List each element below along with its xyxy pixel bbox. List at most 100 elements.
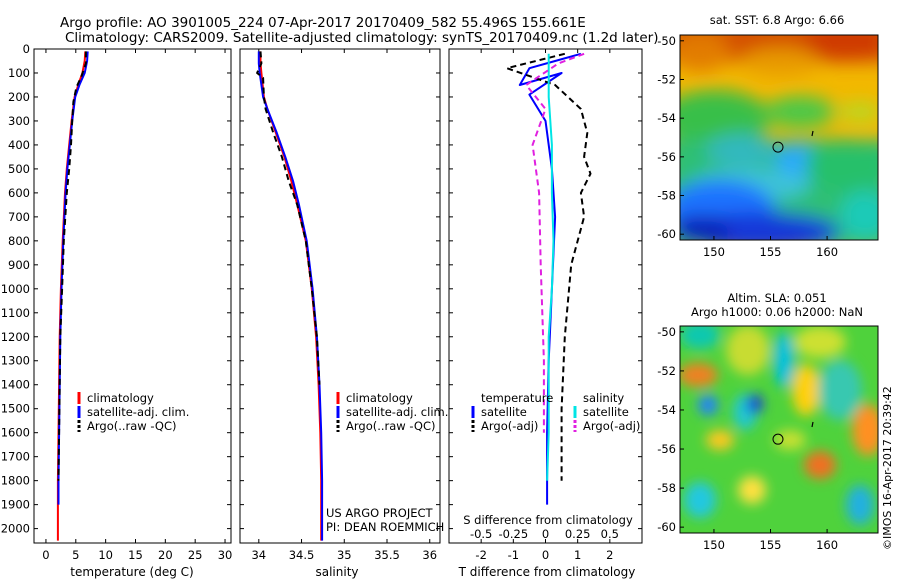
depth-tick-label: 500 (8, 162, 30, 176)
depth-tick-label: 1800 (1, 474, 30, 488)
depth-axis: 0 100 200 300 400 500 600 700 800 900 1000 1100 1200… (1, 42, 231, 536)
difference-xlabel: T difference from climatology (458, 565, 636, 579)
legend-label-argo: Argo(..raw -QC) (346, 419, 436, 433)
series-line-satellite-adj-clim- (57, 51, 89, 505)
x-tick-label: 20 (158, 548, 173, 562)
x-tick-label: 35 (337, 548, 352, 562)
lat-tick-label: -58 (657, 189, 676, 203)
temperature-panel: 0100200300400500600700800900100011001200… (1, 42, 233, 579)
title-line-1: Argo profile: AO 3901005_224 07-Apr-2017… (60, 15, 586, 31)
depth-tick-label: 1400 (1, 378, 30, 392)
lat-tick-label: -50 (657, 34, 676, 48)
x-tick-label: 36 (422, 548, 437, 562)
salinity-x-axis: 34 34.5 35 35.5 36 (251, 49, 437, 562)
sla-map-title-line-2: Argo h1000: 0.06 h2000: NaN (691, 305, 863, 319)
float-position-marker (772, 433, 784, 445)
legend-label-temp-argo: Argo(-adj) (481, 419, 538, 433)
legend-label-argo: Argo(..raw -QC) (87, 419, 177, 433)
legend-label-temp-satellite: satellite (481, 405, 527, 419)
depth-tick-label: 100 (8, 66, 30, 80)
float-track-mark (811, 130, 814, 137)
top-tick-label: 0.5 (601, 527, 619, 541)
lat-tick-label: -58 (657, 481, 676, 495)
depth-tick-label: 1600 (1, 426, 30, 440)
legend-label-satellite: satellite-adj. clim. (87, 405, 189, 419)
sst-map-title: sat. SST: 6.8 Argo: 6.66 (710, 13, 845, 27)
lon-tick-label: 150 (703, 245, 725, 259)
float-track-mark (811, 421, 814, 428)
title-line-2: Climatology: CARS2009. Satellite-adjuste… (65, 30, 658, 46)
depth-tick-label: 400 (8, 138, 30, 152)
lon-tick-label: 150 (703, 538, 725, 552)
legend-header-salinity: salinity (583, 391, 624, 405)
difference-top-xlabel: S difference from climatology (463, 513, 633, 527)
depth-tick-label: 300 (8, 114, 30, 128)
temperature-axes-box (33, 48, 232, 544)
depth-tick-label: 1100 (1, 306, 30, 320)
depth-tick-label: 800 (8, 234, 30, 248)
top-tick-label: 0 (542, 527, 549, 541)
legend-label-sal-argo: Argo(-adj) (583, 419, 640, 433)
top-tick-label: 0.25 (565, 527, 591, 541)
depth-tick-label: 700 (8, 210, 30, 224)
series-line-argo-raw-qc- (256, 51, 321, 385)
project-annotation: US ARGO PROJECT (326, 506, 434, 520)
temperature-xlabel: temperature (deg C) (70, 565, 193, 579)
salinity-profiles (256, 51, 324, 541)
series-line-temperature-argo-adj- (505, 52, 592, 481)
difference-x-axis: -2 -1 0 1 2 (475, 49, 613, 562)
legend-label-sal-satellite: satellite (583, 405, 629, 419)
sla-lat-axis: -50 -52 -54 -56 -58 -60 (657, 325, 684, 534)
series-line-salinity-satellite (546, 53, 555, 481)
top-tick-label: -0.5 (470, 527, 492, 541)
sla-lon-axis: 150 155 160 (703, 529, 838, 552)
credit-timestamp: ©IMOS 16-Apr-2017 20:39:42 (881, 386, 894, 550)
depth-tick-label: 2000 (1, 522, 30, 536)
sst-field (680, 35, 878, 240)
temperature-profiles (56, 51, 89, 541)
sst-map: sat. SST: 6.8 Argo: 6.66 (657, 13, 879, 259)
difference-legend: temperature salinity satellite Argo(-adj… (471, 391, 640, 433)
salinity-depth-ticks (240, 48, 440, 530)
lat-tick-label: -54 (657, 403, 676, 417)
temperature-x-axis: 0 5 10 15 20 25 30 (42, 49, 232, 562)
x-tick-label: 0 (42, 548, 49, 562)
salinity-legend: climatology satellite-adj. clim. Argo(..… (336, 391, 448, 433)
lon-tick-label: 160 (816, 245, 838, 259)
sla-map: Altim. SLA: 0.051 Argo h1000: 0.06 h2000… (657, 291, 879, 552)
depth-tick-label: 1700 (1, 450, 30, 464)
lat-tick-label: -50 (657, 325, 676, 339)
legend-header-temperature: temperature (481, 391, 553, 405)
depth-tick-label: 1200 (1, 330, 30, 344)
depth-tick-label: 0 (23, 42, 30, 56)
lat-tick-label: -60 (657, 227, 676, 241)
x-tick-label: 25 (188, 548, 203, 562)
sst-map-frame (679, 34, 879, 241)
depth-tick-label: 1900 (1, 498, 30, 512)
lat-tick-label: -52 (657, 364, 676, 378)
depth-tick-label: 1500 (1, 402, 30, 416)
sst-lat-axis: -50 -52 -54 -56 -58 -60 (657, 34, 684, 241)
x-tick-label: 2 (606, 548, 613, 562)
lat-tick-label: -56 (657, 150, 676, 164)
lat-tick-label: -54 (657, 111, 676, 125)
difference-panel: -2 -1 0 1 2 -0.5 -0.25 0 0.25 0.5 S difference f… (448, 48, 643, 579)
depth-tick-label: 1000 (1, 282, 30, 296)
x-tick-label: 0 (542, 548, 549, 562)
depth-tick-label: 600 (8, 186, 30, 200)
difference-profiles (505, 52, 592, 505)
lon-tick-label: 160 (816, 538, 838, 552)
lon-tick-label: 155 (760, 538, 782, 552)
depth-tick-label: 900 (8, 258, 30, 272)
x-tick-label: -2 (475, 548, 486, 562)
difference-top-axis-labels: -0.5 -0.25 0 0.25 0.5 (470, 527, 619, 541)
x-tick-label: 15 (128, 548, 143, 562)
sla-map-title-line-1: Altim. SLA: 0.051 (727, 291, 826, 305)
sst-lon-axis: 150 155 160 (703, 236, 838, 259)
difference-depth-ticks (449, 48, 642, 530)
sla-map-frame (679, 325, 879, 534)
x-tick-label: 10 (98, 548, 113, 562)
depth-tick-label: 200 (8, 90, 30, 104)
legend-label-climatology: climatology (87, 391, 154, 405)
